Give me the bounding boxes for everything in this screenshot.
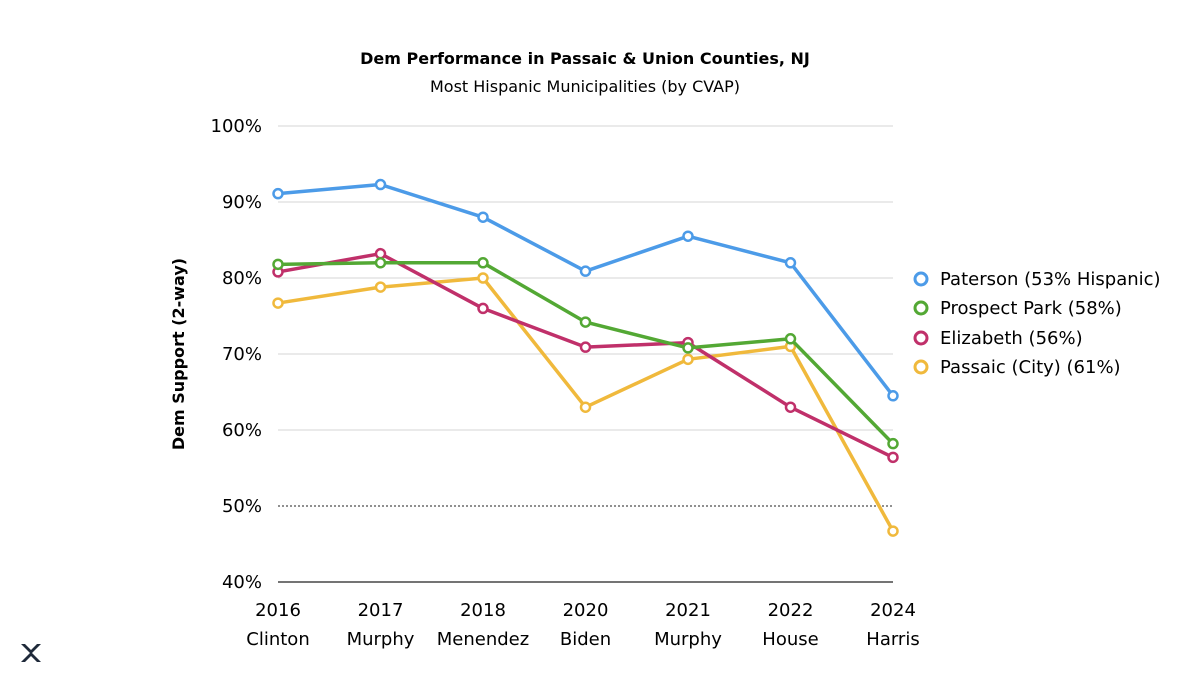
data-point: [477, 302, 489, 315]
x-tick-year: 2017: [358, 600, 404, 621]
y-tick-label: 50%: [222, 496, 262, 517]
legend-marker: [913, 330, 929, 346]
legend-label: Elizabeth (56%): [940, 328, 1083, 349]
x-tick-race: House: [762, 629, 818, 650]
x-tick-year: 2018: [460, 600, 506, 621]
data-point: [682, 230, 694, 242]
series-3: [272, 272, 899, 537]
data-point: [374, 257, 387, 269]
series-lines: [272, 178, 899, 537]
x-tick-race: Murphy: [654, 629, 722, 650]
data-point: [784, 257, 797, 269]
x-tick-year: 2022: [768, 600, 814, 621]
data-point: [579, 265, 592, 277]
x-tick-race: Harris: [866, 629, 919, 650]
data-point: [272, 297, 284, 309]
data-point: [887, 437, 899, 450]
legend-label: Paterson (53% Hispanic): [940, 269, 1161, 290]
x-tick-year: 2016: [255, 600, 301, 621]
data-point: [887, 525, 899, 537]
series-line: [277, 251, 894, 459]
data-point: [272, 187, 284, 200]
legend-label: Prospect Park (58%): [940, 298, 1122, 319]
chart-title: Dem Performance in Passaic & Union Count…: [360, 49, 810, 68]
y-tick-labels: 100% 90% 80% 70% 60% 50% 40%: [211, 116, 262, 593]
data-point: [682, 353, 694, 366]
y-tick-label: 90%: [222, 192, 262, 213]
y-tick-label: 70%: [222, 344, 262, 365]
data-point: [784, 333, 797, 345]
x-tick-race: Menendez: [437, 629, 529, 650]
legend-marker: [913, 300, 929, 316]
x-tick-year: 2021: [665, 600, 711, 621]
series-1: [272, 257, 899, 450]
data-point: [784, 401, 797, 413]
legend-item: Elizabeth (56%): [913, 328, 1083, 349]
legend-item: Prospect Park (58%): [913, 298, 1122, 319]
brand-x-logo-icon: [21, 644, 41, 662]
data-point: [887, 390, 899, 402]
legend-label: Passaic (City) (61%): [940, 357, 1121, 378]
x-tick-race: Biden: [560, 629, 611, 650]
data-point: [887, 451, 899, 464]
legend: Paterson (53% Hispanic) Prospect Park (58…: [913, 269, 1161, 378]
x-tick-labels: 2016 Clinton 2017 Murphy 2018 Menendez 2020 Bid…: [246, 600, 919, 650]
y-tick-label: 80%: [222, 268, 262, 289]
data-point: [579, 341, 592, 353]
series-0: [272, 178, 899, 402]
x-tick-race: Clinton: [246, 629, 309, 650]
legend-marker: [913, 359, 929, 375]
data-point: [579, 401, 592, 413]
data-point: [477, 272, 489, 284]
grid-lines: [278, 125, 893, 583]
y-axis-label: Dem Support (2-way): [169, 258, 188, 450]
x-tick-race: Murphy: [347, 629, 415, 650]
legend-marker: [913, 271, 929, 287]
data-point: [374, 247, 387, 260]
legend-item: Passaic (City) (61%): [913, 357, 1121, 378]
y-tick-label: 100%: [211, 116, 262, 137]
data-point: [579, 316, 592, 328]
data-point: [272, 258, 284, 271]
x-tick-year: 2024: [870, 600, 916, 621]
y-tick-label: 40%: [222, 572, 262, 593]
x-tick-year: 2020: [563, 600, 609, 621]
data-point: [374, 178, 387, 191]
y-tick-label: 60%: [222, 420, 262, 441]
chart-subtitle: Most Hispanic Municipalities (by CVAP): [430, 77, 740, 96]
data-point: [477, 211, 489, 223]
legend-item: Paterson (53% Hispanic): [913, 269, 1161, 290]
data-point: [374, 281, 387, 293]
data-point: [682, 342, 694, 354]
data-point: [477, 257, 489, 269]
